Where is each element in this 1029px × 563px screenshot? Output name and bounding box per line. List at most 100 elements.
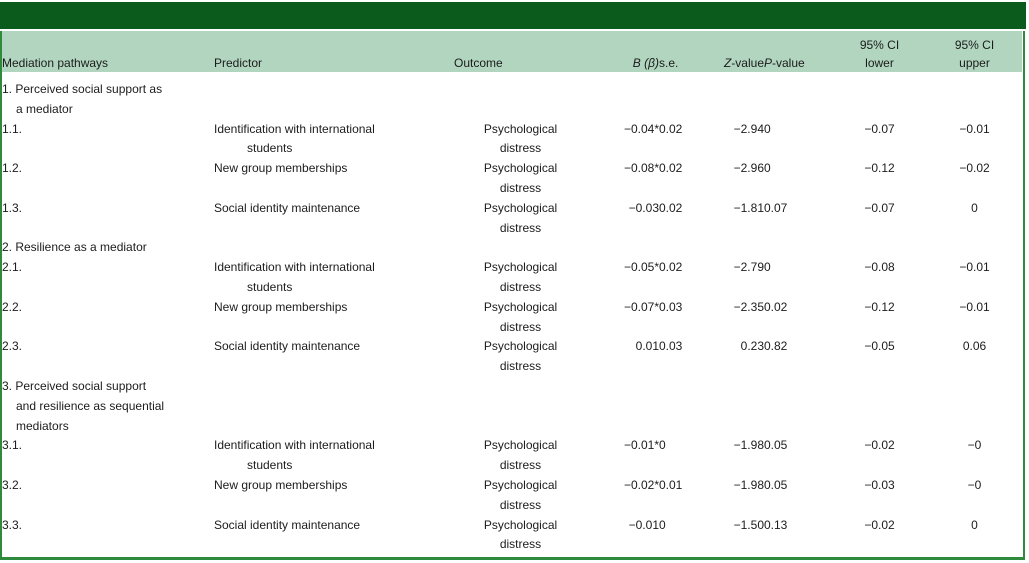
p-cell: 0 <box>764 161 771 176</box>
z-cell: −2.79 <box>733 260 764 275</box>
b-cell: −0.02* <box>623 477 659 492</box>
se-cell: 0.03 <box>659 339 683 354</box>
ci-upper-cell: −0 <box>967 438 982 453</box>
ci-upper-cell: −0.01 <box>959 299 990 314</box>
row-id: 1.1. <box>2 121 23 136</box>
ci-upper-cell: −0.01 <box>959 260 990 275</box>
ci-lower-cell: −0.05 <box>864 339 895 354</box>
outcome-cell: Psychological distress <box>483 438 558 473</box>
p-cell: 0.82 <box>764 339 788 354</box>
col-header-ci-lower: 95% CI lower <box>832 31 927 72</box>
se-cell: 0 <box>659 438 666 453</box>
table-row: 3.1. Identification with international st… <box>2 436 1022 476</box>
predictor-cell: Social identity maintenance <box>214 200 361 215</box>
p-cell: 0.07 <box>764 200 788 215</box>
ci-lower-cell: −0.03 <box>864 477 895 492</box>
col-header-outcome: Outcome <box>454 31 587 72</box>
predictor-cell: New group memberships <box>214 299 348 314</box>
col-header-mediation-pathways: Mediation pathways <box>2 31 214 72</box>
row-id: 3.1. <box>2 438 23 453</box>
predictor-cell: New group memberships <box>214 477 348 492</box>
row-id: 1.3. <box>2 200 23 215</box>
ci-lower-cell: −0.08 <box>864 260 895 275</box>
z-cell: −1.81 <box>733 200 764 215</box>
b-cell: −0.03 <box>628 200 659 215</box>
ci-upper-cell: −0.02 <box>959 161 990 176</box>
z-cell: −1.98 <box>733 438 764 453</box>
se-cell: 0.02 <box>659 121 683 136</box>
ci-upper-cell: −0 <box>967 477 982 492</box>
b-cell: −0.08* <box>623 161 659 176</box>
z-cell: 0.23 <box>740 339 764 354</box>
ci-lower-cell: −0.02 <box>864 438 895 453</box>
predictor-cell: Identification with international student… <box>214 260 375 294</box>
p-cell: 0 <box>764 121 771 136</box>
ci-lower-cell: −0.12 <box>864 161 895 176</box>
col-header-b-beta: B (β) <box>587 31 659 72</box>
row-id: 2.2. <box>2 299 23 314</box>
col-header-predictor: Predictor <box>214 31 454 72</box>
outcome-cell: Psychological distress <box>483 200 558 235</box>
se-cell: 0 <box>659 517 666 532</box>
ci-upper-cell: 0 <box>971 200 978 215</box>
section-title: 1. Perceived social support as a mediator <box>2 82 163 116</box>
outcome-cell: Psychological distress <box>483 299 558 334</box>
z-cell: −2.94 <box>733 121 764 136</box>
b-cell: −0.05* <box>623 260 659 275</box>
outcome-cell: Psychological distress <box>483 339 558 374</box>
p-cell: 0.05 <box>764 477 788 492</box>
table-row: 2.2. New group memberships Psychological… <box>2 298 1022 338</box>
p-cell: 0.05 <box>764 438 788 453</box>
outcome-cell: Psychological distress <box>483 121 558 156</box>
row-id: 1.2. <box>2 161 23 176</box>
z-cell: −2.35 <box>733 299 764 314</box>
row-id: 3.3. <box>2 517 23 532</box>
se-cell: 0.02 <box>659 260 683 275</box>
table-frame: Mediation pathways Predictor Outcome B (… <box>0 31 1025 560</box>
predictor-cell: Social identity maintenance <box>214 339 361 354</box>
b-cell: −0.04* <box>623 121 659 136</box>
row-id: 2.3. <box>2 339 23 354</box>
section-header-row: 3. Perceived social support and resilienc… <box>2 377 1022 436</box>
b-cell: −0.07* <box>623 299 659 314</box>
table-row: 1.1. Identification with international st… <box>2 120 1022 160</box>
se-cell: 0.02 <box>659 200 683 215</box>
se-cell: 0.03 <box>659 299 683 314</box>
z-cell: −2.96 <box>733 161 764 176</box>
p-cell: 0 <box>764 260 771 275</box>
section-title: 3. Perceived social support and resilienc… <box>2 378 165 433</box>
ci-lower-cell: −0.02 <box>864 517 895 532</box>
table-row: 2.3. Social identity maintenance Psychol… <box>2 337 1022 377</box>
col-header-se: s.e. <box>659 31 714 72</box>
section-header-row: 2. Resilience as a mediator <box>2 238 1022 258</box>
ci-lower-cell: −0.12 <box>864 299 895 314</box>
predictor-cell: Identification with international student… <box>214 438 375 473</box>
col-header-z-value: Z-value <box>714 31 764 72</box>
ci-upper-cell: 0 <box>971 517 978 532</box>
predictor-cell: Social identity maintenance <box>214 517 361 532</box>
table-row: 3.3. Social identity maintenance Psychol… <box>2 516 1022 556</box>
ci-upper-cell: −0.01 <box>959 121 990 136</box>
col-header-ci-upper: 95% CI upper <box>927 31 1022 72</box>
table-row: 3.2. New group memberships Psychological… <box>2 476 1022 516</box>
table-row: 2.1. Identification with international st… <box>2 258 1022 298</box>
ci-lower-cell: −0.07 <box>864 200 895 215</box>
p-cell: 0.02 <box>764 299 788 314</box>
z-cell: −1.98 <box>733 477 764 492</box>
b-cell: −0.01* <box>623 438 659 453</box>
row-id: 2.1. <box>2 260 23 275</box>
ci-upper-cell: 0.06 <box>962 339 987 354</box>
section-header-row: 1. Perceived social support as a mediator <box>2 72 1022 120</box>
ci-lower-cell: −0.07 <box>864 121 895 136</box>
predictor-cell: New group memberships <box>214 161 348 176</box>
predictor-cell: Identification with international student… <box>214 121 375 156</box>
col-header-p-value: P-value <box>764 31 832 72</box>
table-row: 1.3. Social identity maintenance Psychol… <box>2 199 1022 239</box>
table-title-band <box>0 2 1026 29</box>
outcome-cell: Psychological distress <box>483 161 558 195</box>
outcome-cell: Psychological distress <box>483 477 558 512</box>
b-cell: −0.01 <box>628 517 659 532</box>
se-cell: 0.02 <box>659 161 683 176</box>
p-cell: 0.13 <box>764 517 788 532</box>
b-cell: 0.01 <box>635 339 659 354</box>
